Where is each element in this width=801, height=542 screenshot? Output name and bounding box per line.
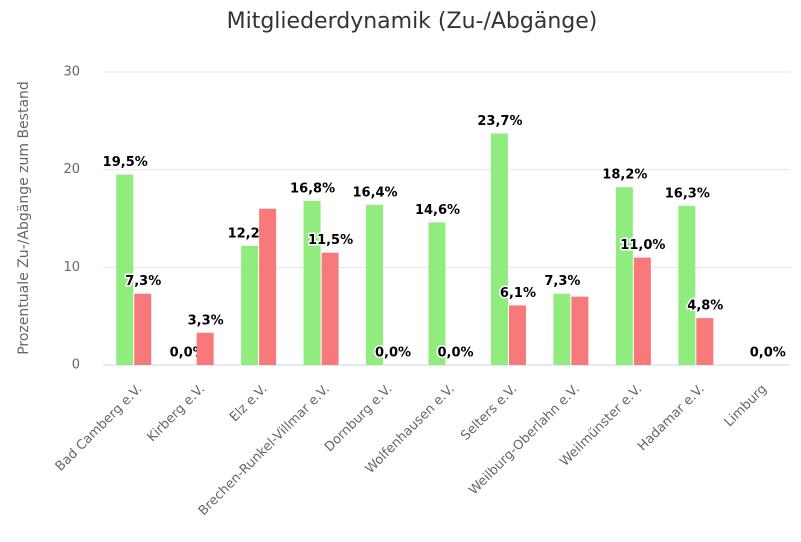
bar xyxy=(490,133,508,365)
y-tick-label: 10 xyxy=(63,260,80,275)
data-label: 0,0% xyxy=(437,346,473,361)
data-label: 14,6% xyxy=(415,203,460,218)
bar xyxy=(696,318,714,365)
x-tick-label: Brechen-Runkel-Villmar e.V. xyxy=(196,382,333,519)
y-tick-label: 30 xyxy=(63,65,80,80)
x-tick-label: Limburg xyxy=(722,382,770,430)
x-tick-label: Kirberg e.V. xyxy=(145,382,208,445)
bar xyxy=(678,205,696,365)
y-axis-title: Prozentuale Zu-/Abgänge zum Bestand xyxy=(16,81,32,355)
data-label: 16,3% xyxy=(665,186,710,201)
data-label: 0,0% xyxy=(375,346,411,361)
x-tick-label: Selters e.V. xyxy=(458,382,520,444)
data-label: 16,4% xyxy=(352,185,397,200)
bar xyxy=(321,252,339,365)
x-tick-label: Weilburg-Oberlahn e.V. xyxy=(466,382,582,498)
data-label: 18,2% xyxy=(602,168,647,183)
data-label: 4,8% xyxy=(687,299,723,314)
chart-title: Mitgliederdynamik (Zu-/Abgänge) xyxy=(227,9,598,34)
bar xyxy=(571,296,589,365)
bar xyxy=(508,305,526,365)
bar xyxy=(303,200,321,365)
x-tick-label: Elz e.V. xyxy=(227,382,270,425)
x-tick-label: Bad Camberg e.V. xyxy=(53,382,146,475)
bar xyxy=(633,257,651,365)
x-tick-label: Hadamar e.V. xyxy=(635,382,708,455)
data-label: 7,3% xyxy=(544,274,580,289)
bar xyxy=(366,204,384,365)
y-tick-label: 0 xyxy=(72,358,80,373)
bar xyxy=(428,222,446,365)
y-tick-label: 20 xyxy=(63,162,80,177)
data-label: 19,5% xyxy=(103,155,148,170)
data-label: 6,1% xyxy=(500,286,536,301)
bar xyxy=(241,245,259,365)
bar xyxy=(116,174,134,365)
bar xyxy=(196,332,214,365)
data-label: 3,3% xyxy=(188,313,224,328)
data-label: 11,5% xyxy=(308,233,353,248)
bar xyxy=(259,208,277,365)
data-label: 0,0% xyxy=(750,346,786,361)
bar xyxy=(553,293,571,365)
data-label: 11,0% xyxy=(620,238,665,253)
bar xyxy=(615,187,633,365)
data-label: 23,7% xyxy=(477,114,522,129)
data-label: 7,3% xyxy=(125,274,161,289)
data-label: 16,8% xyxy=(290,181,335,196)
bar xyxy=(134,293,152,365)
